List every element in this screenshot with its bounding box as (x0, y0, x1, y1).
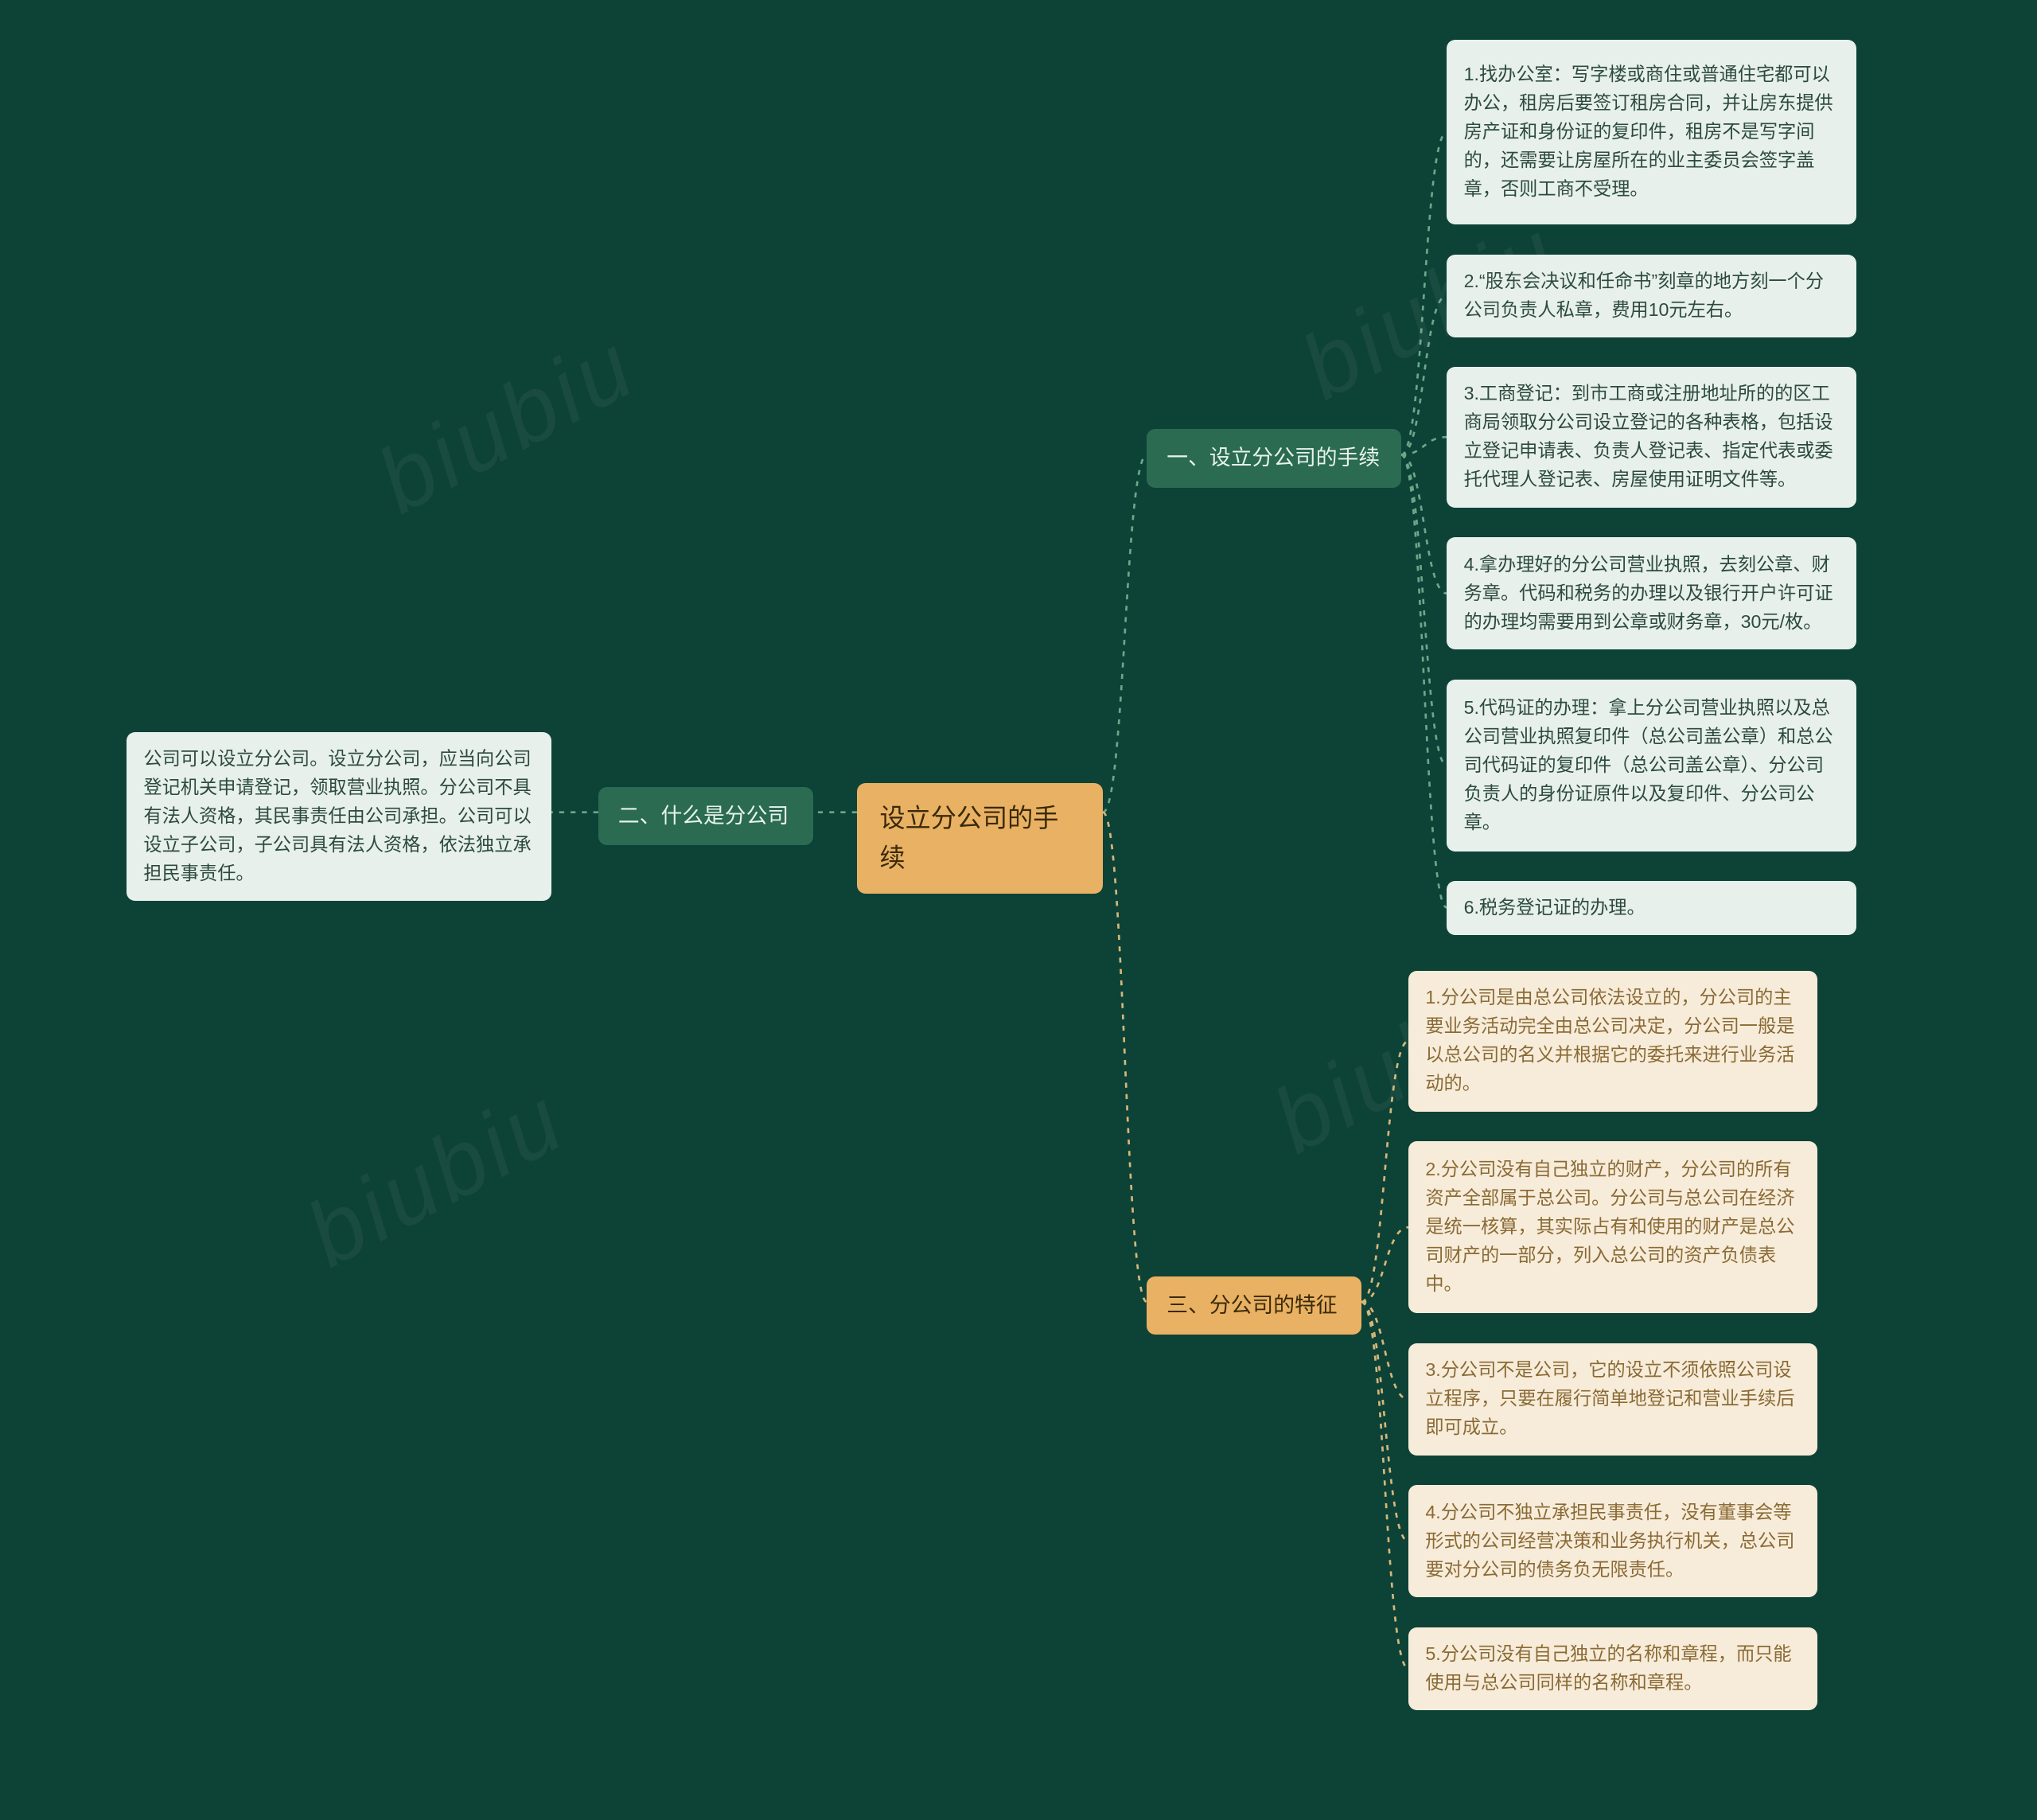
leaf-1-4-text: 5.分公司没有自己独立的名称和章程，而只能使用与总公司同样的名称和章程。 (1425, 1640, 1801, 1697)
leaf-0-1: 2.“股东会决议和任命书”刻章的地方刻一个分公司负责人私章，费用10元左右。 (1447, 255, 1856, 337)
leaf-0-2: 3.工商登记：到市工商或注册地址所的的区工商局领取分公司设立登记的各种表格，包括… (1447, 367, 1856, 508)
leaf-1-3: 4.分公司不独立承担民事责任，没有董事会等形式的公司经营决策和业务执行机关，总公… (1408, 1485, 1817, 1597)
branch-1: 三、分公司的特征 (1147, 1276, 1361, 1335)
branch-what-is: 二、什么是分公司 (598, 787, 813, 846)
leaf-1-0-text: 1.分公司是由总公司依法设立的，分公司的主要业务活动完全由总公司决定，分公司一般… (1425, 984, 1801, 1098)
connector (1103, 813, 1147, 1302)
connector (1361, 1041, 1408, 1302)
watermark-2: biubiu (290, 1065, 582, 1288)
leaf-0-1-text: 2.“股东会决议和任命书”刻章的地方刻一个分公司负责人私章，费用10元左右。 (1464, 267, 1840, 325)
leaf-1-0: 1.分公司是由总公司依法设立的，分公司的主要业务活动完全由总公司决定，分公司一般… (1408, 971, 1817, 1112)
branch-what-is-text: 二、什么是分公司 (618, 800, 789, 833)
connector (1361, 1302, 1408, 1541)
leaf-what-is: 公司可以设立分公司。设立分公司，应当向公司登记机关申请登记，领取营业执照。分公司… (127, 732, 551, 901)
connector (1401, 455, 1447, 766)
leaf-1-2-text: 3.分公司不是公司，它的设立不须依照公司设立程序，只要在履行简单地登记和营业手续… (1425, 1356, 1801, 1442)
leaf-0-5-text: 6.税务登记证的办理。 (1464, 894, 1646, 922)
connector (1401, 132, 1447, 454)
branch-0: 一、设立分公司的手续 (1147, 429, 1401, 488)
leaf-0-3-text: 4.拿办理好的分公司营业执照，去刻公章、财务章。代码和税务的办理以及银行开户许可… (1464, 551, 1840, 637)
connector (1361, 1227, 1408, 1302)
leaf-what-is-text: 公司可以设立分公司。设立分公司，应当向公司登记机关申请登记，领取营业执照。分公司… (143, 745, 534, 888)
branch-0-text: 一、设立分公司的手续 (1167, 442, 1380, 475)
root-node: 设立分公司的手续 (857, 783, 1103, 894)
leaf-0-4: 5.代码证的办理：拿上分公司营业执照以及总公司营业执照复印件（总公司盖公章）和总… (1447, 680, 1856, 852)
connector (1401, 295, 1447, 454)
leaf-1-1-text: 2.分公司没有自己独立的财产，分公司的所有资产全部属于总公司。分公司与总公司在经… (1425, 1156, 1801, 1299)
leaf-0-3: 4.拿办理好的分公司营业执照，去刻公章、财务章。代码和税务的办理以及银行开户许可… (1447, 537, 1856, 649)
connector (1401, 437, 1447, 454)
connector (1401, 455, 1447, 908)
leaf-1-4: 5.分公司没有自己独立的名称和章程，而只能使用与总公司同样的名称和章程。 (1408, 1627, 1817, 1710)
leaf-0-5: 6.税务登记证的办理。 (1447, 881, 1856, 935)
leaf-0-0: 1.找办公室：写字楼或商住或普通住宅都可以办公，租房后要签订租房合同，并让房东提… (1447, 40, 1856, 224)
leaf-0-0-text: 1.找办公室：写字楼或商住或普通住宅都可以办公，租房后要签订租房合同，并让房东提… (1464, 60, 1840, 204)
connector (1361, 1302, 1408, 1669)
connector (1103, 455, 1147, 813)
branch-1-text: 三、分公司的特征 (1167, 1289, 1337, 1323)
connector (1361, 1302, 1408, 1399)
leaf-0-2-text: 3.工商登记：到市工商或注册地址所的的区工商局领取分公司设立登记的各种表格，包括… (1464, 380, 1840, 494)
leaf-0-4-text: 5.代码证的办理：拿上分公司营业执照以及总公司营业执照复印件（总公司盖公章）和总… (1464, 694, 1840, 837)
leaf-1-3-text: 4.分公司不独立承担民事责任，没有董事会等形式的公司经营决策和业务执行机关，总公… (1425, 1498, 1801, 1584)
connector (1401, 455, 1447, 594)
leaf-1-1: 2.分公司没有自己独立的财产，分公司的所有资产全部属于总公司。分公司与总公司在经… (1408, 1141, 1817, 1313)
leaf-1-2: 3.分公司不是公司，它的设立不须依照公司设立程序，只要在履行简单地登记和营业手续… (1408, 1343, 1817, 1456)
watermark-0: biubiu (360, 311, 653, 535)
root-node-text: 设立分公司的手续 (880, 799, 1081, 879)
